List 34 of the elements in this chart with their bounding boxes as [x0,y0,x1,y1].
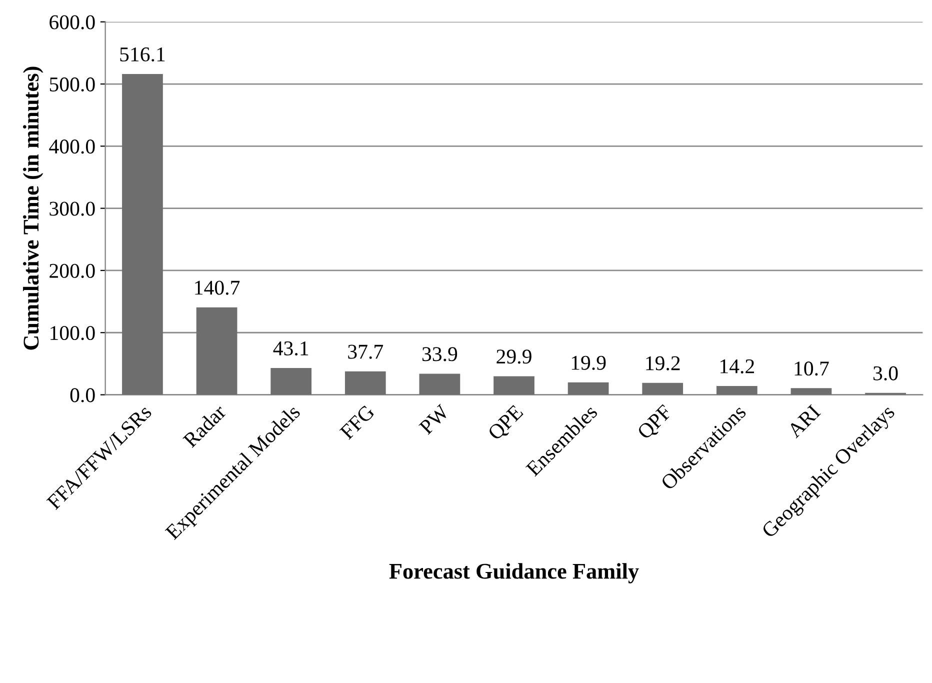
bar [642,382,684,395]
bar [196,307,238,395]
x-tick-label: FFG [339,404,376,440]
y-tick-label: 400.0 [49,140,95,154]
y-tick-label: 0.0 [70,388,95,402]
data-label: 19.9 [572,356,606,370]
y-tick-label: 300.0 [50,202,95,216]
x-tick-label: QPE [487,404,526,443]
y-tick-label: 200.0 [50,264,95,278]
y-axis-title: Cumulative Time (in minutes) [23,66,44,350]
y-tick-label: 500.0 [50,77,95,92]
data-label: 37.7 [348,344,384,359]
bar [122,74,163,395]
x-tick-label: PW [418,404,450,436]
bar [270,368,312,395]
y-tick-label: 100.0 [50,326,95,340]
bar [344,371,386,395]
bar [419,374,460,395]
x-tick-label: ARI [786,404,821,439]
bar [790,388,832,395]
bar [716,386,758,395]
data-label: 19.2 [646,356,680,370]
data-label: 3.0 [874,366,898,380]
bar [568,382,609,395]
bar [494,376,534,395]
data-label: 43.1 [273,341,308,356]
y-tick-label: 600.0 [50,15,95,30]
data-label: 516.1 [120,47,165,62]
data-label: 14.2 [720,359,754,374]
data-label: 140.7 [195,280,240,295]
data-label: 10.7 [794,362,829,376]
x-axis-title: Forecast Guidance Family [389,563,639,584]
data-label: 29.9 [496,350,532,364]
data-label: 33.9 [422,347,458,362]
